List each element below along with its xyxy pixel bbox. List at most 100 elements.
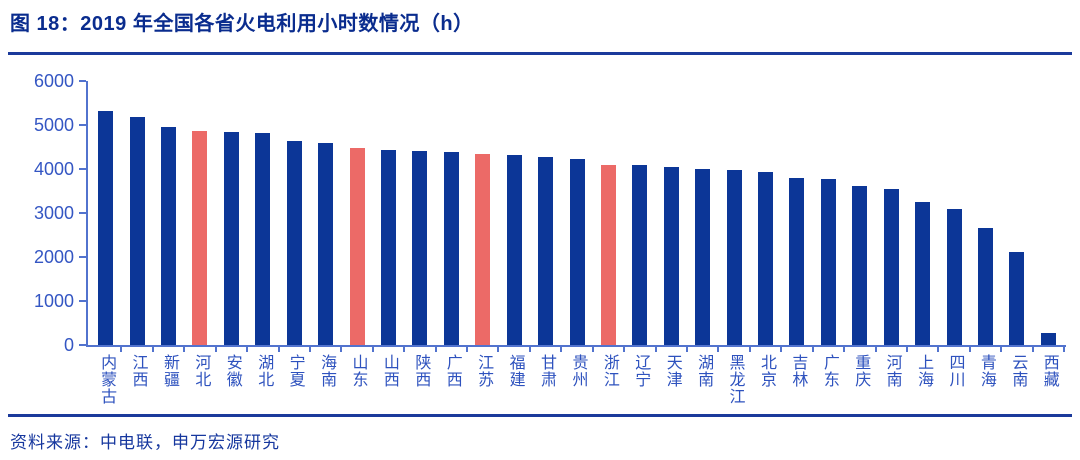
- x-tick-mark: [371, 345, 374, 352]
- bar-slot: [561, 81, 594, 352]
- x-label-slot: 河北: [184, 354, 215, 405]
- bar-slot: [373, 81, 406, 352]
- data-source-label: 资料来源：中电联，申万宏源研究: [10, 433, 280, 452]
- bar-slot: [876, 81, 908, 352]
- x-axis-label-甘肃: 甘肃: [538, 354, 556, 388]
- bar-内蒙古: [98, 111, 114, 345]
- bar-宁夏: [286, 141, 302, 345]
- x-label-slot: 山西: [373, 354, 404, 405]
- x-tick-mark: [937, 345, 940, 352]
- x-axis-label-贵州: 贵州: [569, 354, 587, 388]
- bar-广西: [443, 152, 459, 345]
- x-tick-mark: [748, 345, 751, 352]
- x-tick-mark: [120, 345, 123, 352]
- x-tick-mark: [1031, 345, 1034, 352]
- x-label-slot: 贵州: [561, 354, 592, 405]
- x-axis-label-浙江: 浙江: [600, 354, 618, 388]
- x-axis-label-陕西: 陕西: [412, 354, 430, 388]
- x-label-slot: 新疆: [153, 354, 184, 405]
- bar-北京: [758, 171, 774, 345]
- bar-slot: [467, 81, 500, 352]
- x-tick-mark: [560, 345, 563, 352]
- x-label-slot: 北京: [750, 354, 781, 405]
- bar-吉林: [789, 177, 805, 345]
- bar-福建: [506, 154, 522, 345]
- y-tick-label: 5000: [33, 115, 74, 135]
- x-label-slot: 黑龙江: [718, 354, 749, 405]
- bar-slot: [593, 81, 626, 352]
- x-tick-mark: [246, 345, 249, 352]
- x-axis-label-重庆: 重庆: [852, 354, 870, 388]
- x-label-slot: 云南: [1001, 354, 1032, 405]
- x-axis-label-宁夏: 宁夏: [286, 354, 304, 388]
- x-axis-label-湖北: 湖北: [255, 354, 273, 388]
- bar-slot: [813, 81, 846, 352]
- bar-slot: [90, 81, 123, 352]
- bar-slot: [184, 81, 217, 352]
- bar-天津: [663, 167, 679, 345]
- x-tick-mark: [874, 345, 877, 352]
- bar-slot: [687, 81, 720, 352]
- bar-slot: [656, 81, 689, 352]
- y-tick-label: 0: [63, 335, 74, 355]
- x-label-slot: 广西: [436, 354, 467, 405]
- x-tick-mark: [686, 345, 689, 352]
- x-label-slot: 四川: [938, 354, 969, 405]
- bar-贵州: [569, 158, 585, 345]
- x-axis-label-西藏: 西藏: [1040, 354, 1058, 388]
- chart-bottom-divider-line: [8, 414, 1072, 417]
- x-axis-label-新疆: 新疆: [160, 354, 178, 388]
- x-axis-label-广西: 广西: [443, 354, 461, 388]
- x-label-slot: 湖北: [247, 354, 278, 405]
- x-axis-label-云南: 云南: [1009, 354, 1027, 388]
- bar-slot: [216, 81, 249, 352]
- x-axis-label-辽宁: 辽宁: [632, 354, 650, 388]
- x-axis-label-湖南: 湖南: [695, 354, 713, 388]
- y-tick-mark: [79, 168, 86, 171]
- x-axis-label-北京: 北京: [757, 354, 775, 388]
- bar-广东: [820, 178, 836, 345]
- x-tick-mark: [183, 345, 186, 352]
- bar-山东: [349, 148, 365, 345]
- y-tick-mark: [79, 256, 86, 259]
- x-label-slot: 安徽: [216, 354, 247, 405]
- bar-云南: [1009, 252, 1025, 345]
- x-axis-labels: 内蒙古 江西 新疆 河北 安徽 湖北 宁夏 海南 山东 山西 陕西 广西 江苏 福建 甘肃 贵州 浙江 辽宁 天津湖…: [88, 354, 1066, 405]
- x-label-slot: 陕西: [404, 354, 435, 405]
- bar-slot: [907, 81, 940, 352]
- x-tick-mark: [811, 345, 814, 352]
- bar-slot: [279, 81, 311, 352]
- bar-上海: [915, 202, 931, 345]
- bar-slot: [970, 81, 1003, 352]
- x-label-slot: 吉林: [781, 354, 812, 405]
- x-label-slot: 福建: [498, 354, 529, 405]
- bar-新疆: [161, 127, 177, 345]
- x-tick-mark: [1000, 345, 1003, 352]
- x-tick-mark: [308, 345, 311, 352]
- x-tick-mark: [780, 345, 783, 352]
- y-tick-label: 6000: [33, 71, 74, 91]
- x-axis-label-福建: 福建: [506, 354, 524, 388]
- x-label-slot: 广东: [813, 354, 844, 405]
- bar-黑龙江: [726, 169, 742, 345]
- x-axis-label-海南: 海南: [318, 354, 336, 388]
- x-tick-mark: [151, 345, 154, 352]
- bar-河北: [192, 130, 208, 345]
- bar-slot: [781, 81, 814, 352]
- x-axis-label-吉林: 吉林: [789, 354, 807, 388]
- bar-江西: [129, 117, 145, 345]
- x-axis-label-内蒙古: 内蒙古: [98, 354, 116, 405]
- x-tick-mark: [905, 345, 908, 352]
- x-label-slot: 甘肃: [530, 354, 561, 405]
- y-tick-mark: [79, 344, 86, 346]
- bar-slot: [1033, 81, 1066, 352]
- x-tick-mark: [528, 345, 531, 352]
- bar-甘肃: [538, 157, 554, 345]
- x-label-slot: 重庆: [844, 354, 875, 405]
- x-label-slot: 天津: [656, 354, 687, 405]
- title-divider-line: [8, 52, 1072, 55]
- x-axis-label-天津: 天津: [663, 354, 681, 388]
- x-axis-label-四川: 四川: [946, 354, 964, 388]
- x-axis-label-江西: 江西: [129, 354, 147, 388]
- y-tick-mark: [79, 300, 86, 303]
